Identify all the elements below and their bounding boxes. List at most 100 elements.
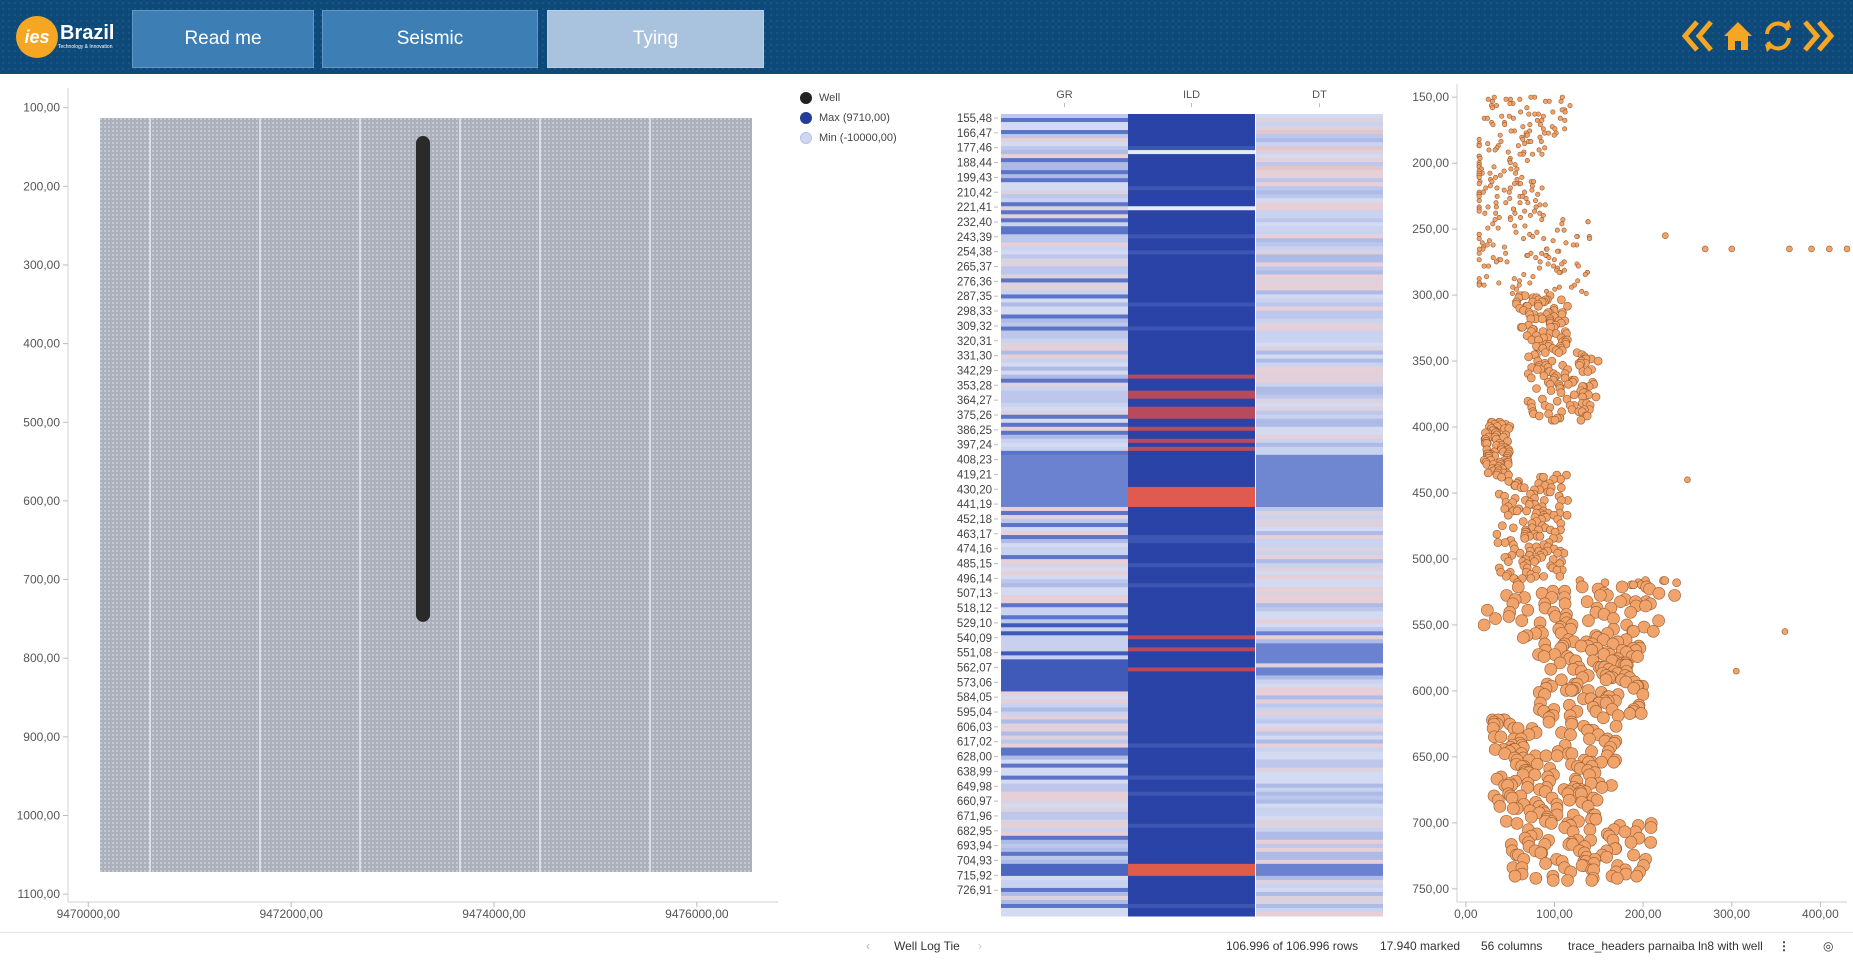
page-name[interactable]: Well Log Tie — [894, 939, 960, 953]
scatter-point — [1476, 250, 1482, 256]
nav-read-me-button[interactable]: Read me — [132, 10, 314, 68]
y-tick-label: 300,00 — [23, 258, 60, 272]
heatmap-cell-gr — [1001, 787, 1128, 793]
heatmap-cell-dt — [1256, 422, 1383, 428]
heatmap-cell-ild — [1128, 354, 1255, 360]
heatmap-cell-ild — [1128, 603, 1255, 608]
scatter-point — [1477, 155, 1483, 161]
scatter-point — [1561, 227, 1567, 233]
legend-item-well[interactable]: Well — [800, 88, 897, 108]
heatmap-cell-ild — [1128, 551, 1255, 556]
scatter-point — [1583, 291, 1589, 297]
nav-tying-button[interactable]: Tying — [547, 10, 764, 68]
scatter-y-tick-label: 500,00 — [1412, 552, 1449, 566]
heatmap-cell-ild — [1128, 322, 1255, 328]
heatmap-cell-ild — [1128, 402, 1255, 408]
heatmap-cell-dt — [1256, 571, 1383, 576]
heatmap-cell-gr — [1001, 867, 1128, 873]
column-count: 56 columns — [1481, 939, 1543, 953]
scatter-y-tick-label: 250,00 — [1412, 222, 1449, 236]
scatter-point — [1481, 603, 1494, 617]
heatmap-cell-ild — [1128, 815, 1255, 821]
heatmap-cell-gr — [1001, 238, 1128, 243]
well-log-heatmap[interactable]: GR ILD DT 155,48 166,47 177,46 188,44 199,43 21… — [930, 82, 1390, 922]
heatmap-cell-ild — [1128, 226, 1255, 231]
heatmap-cell-dt — [1256, 851, 1383, 857]
heatmap-cell-dt — [1256, 418, 1383, 424]
heatmap-cell-dt — [1256, 875, 1383, 881]
heatmap-cell-dt — [1256, 683, 1383, 688]
scatter-point — [1519, 483, 1529, 493]
heatmap-cell-ild — [1128, 462, 1255, 468]
heatmap-row-label: 177,46 — [957, 143, 992, 155]
heatmap-cell-dt — [1256, 803, 1383, 809]
scatter-point — [1728, 245, 1736, 253]
heatmap-row-label: 671,96 — [957, 811, 992, 823]
legend-item-min[interactable]: Min (-10000,00) — [800, 128, 897, 148]
heatmap-cell-ild — [1128, 442, 1255, 448]
scatter-point — [1652, 586, 1666, 600]
legend-well-label: Well — [819, 92, 841, 104]
scatter-point — [1513, 170, 1519, 176]
prev-page-icon[interactable]: ‹ — [866, 939, 870, 953]
heatmap-cell-dt — [1256, 186, 1383, 191]
heatmap-cell-gr — [1001, 691, 1128, 696]
scatter-point — [1533, 255, 1539, 261]
scatter-point — [1546, 386, 1556, 395]
heatmap-cell-dt — [1256, 639, 1383, 644]
heatmap-column-header[interactable]: DT — [1312, 89, 1327, 101]
heatmap-column-header[interactable]: GR — [1056, 89, 1073, 101]
heatmap-row-label: 638,99 — [957, 766, 992, 778]
heatmap-cell-gr — [1001, 454, 1128, 460]
heatmap-cell-ild — [1128, 687, 1255, 692]
y-tick-label: 100,00 — [23, 101, 60, 115]
heatmap-cell-ild — [1128, 170, 1255, 175]
double-chevron-right-icon[interactable] — [1801, 16, 1835, 56]
heatmap-cell-gr — [1001, 627, 1128, 632]
scatter-point — [1503, 250, 1509, 256]
globe-icon[interactable]: ◎ — [1823, 939, 1834, 953]
scatter-point — [1506, 189, 1512, 195]
scatter-point — [1551, 257, 1557, 263]
scatter-point — [1476, 136, 1482, 142]
x-tick-label: 9470000,00 — [57, 907, 121, 921]
home-icon[interactable] — [1721, 16, 1755, 56]
heatmap-cell-ild — [1128, 539, 1255, 544]
more-options-icon[interactable]: ⋮ — [1778, 939, 1790, 953]
heatmap-cell-gr — [1001, 338, 1128, 344]
heatmap-cell-dt — [1256, 146, 1383, 151]
heatmap-row-label: 474,16 — [957, 544, 992, 556]
scatter-point — [1531, 179, 1537, 185]
data-table-name[interactable]: trace_headers parnaiba ln8 with well — [1568, 939, 1763, 953]
heatmap-cell-ild — [1128, 839, 1255, 845]
heatmap-cell-dt — [1256, 563, 1383, 568]
heatmap-row-label: 507,13 — [957, 588, 992, 600]
location-depth-chart[interactable]: 100,00 200,00 300,00 400,00 500,00 600,00 700,… — [0, 82, 780, 922]
heatmap-cell-dt — [1256, 815, 1383, 821]
log-scatter-chart[interactable]: 150,00 200,00 250,00 300,00 350,00 400,00 450,… — [1395, 82, 1850, 922]
nav-seismic-button[interactable]: Seismic — [322, 10, 538, 68]
heatmap-cell-dt — [1256, 675, 1383, 680]
refresh-icon[interactable] — [1761, 16, 1795, 56]
scatter-point — [1534, 117, 1540, 123]
scatter-point — [1786, 245, 1793, 253]
heatmap-cell-dt — [1256, 134, 1383, 139]
heatmap-cell-ild — [1128, 302, 1255, 307]
scatter-point — [1515, 143, 1521, 149]
heatmap-cell-dt — [1256, 446, 1383, 452]
scatter-point — [1496, 280, 1502, 286]
scatter-point — [1623, 707, 1637, 720]
heatmap-cell-gr — [1001, 559, 1128, 564]
heatmap-cell-dt — [1256, 827, 1383, 833]
heatmap-column-header[interactable]: ILD — [1183, 89, 1200, 101]
heatmap-cell-dt — [1256, 190, 1383, 195]
legend-item-max[interactable]: Max (9710,00) — [800, 108, 897, 128]
heatmap-cell-ild — [1128, 875, 1255, 881]
heatmap-row-label: 606,03 — [957, 722, 992, 734]
heatmap-cell-dt — [1256, 787, 1383, 793]
scatter-point — [1611, 709, 1625, 723]
heatmap-cell-gr — [1001, 651, 1128, 656]
double-chevron-left-icon[interactable] — [1681, 16, 1715, 56]
heatmap-cell-dt — [1256, 595, 1383, 600]
next-page-icon[interactable]: › — [978, 939, 982, 953]
